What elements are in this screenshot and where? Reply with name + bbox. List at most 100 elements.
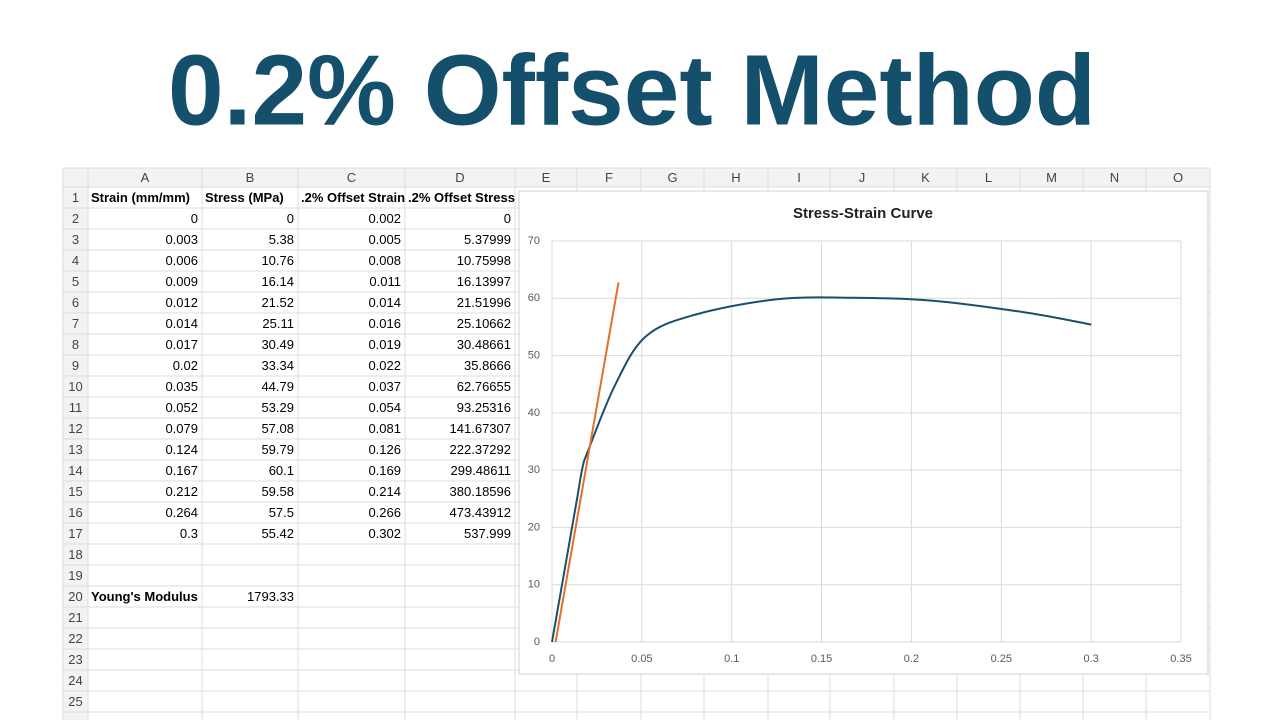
row-header: 24: [68, 673, 82, 688]
row-header: 11: [69, 400, 83, 415]
y-tick-label: 40: [528, 407, 540, 419]
cell-value: 0.006: [165, 253, 198, 268]
row-header: 6: [72, 295, 79, 310]
cell-value: 0: [191, 211, 198, 226]
cell-value: 0.02: [173, 358, 198, 373]
cell-value: 1793.33: [247, 589, 294, 604]
cell-value: 55.42: [261, 526, 294, 541]
cell-label: .2% Offset Strain: [301, 190, 405, 205]
cell-value: 57.5: [269, 505, 294, 520]
y-tick-label: 10: [528, 579, 540, 591]
row-header: 21: [68, 610, 82, 625]
x-tick-label: 0: [549, 653, 555, 665]
cell-value: 21.51996: [457, 295, 511, 310]
cell-value: 25.11: [262, 316, 294, 331]
cell-value: 30.49: [261, 337, 294, 352]
cell-value: 0.003: [165, 232, 198, 247]
column-header: F: [605, 170, 613, 185]
cell-value: 16.14: [261, 274, 294, 289]
row-header: 4: [72, 253, 79, 268]
cell-value: 30.48661: [457, 337, 511, 352]
row-header: 23: [68, 652, 82, 667]
row-header: 12: [68, 421, 82, 436]
cell-value: 0.169: [368, 463, 401, 478]
cell-value: 0.302: [368, 526, 401, 541]
series-line: [551, 296, 1092, 643]
column-header: A: [141, 170, 150, 185]
cell-value: 0.014: [165, 316, 198, 331]
y-tick-label: 60: [528, 292, 540, 304]
column-header: M: [1046, 170, 1057, 185]
cell-value: 10.76: [261, 253, 294, 268]
cell-value: 0.079: [165, 421, 198, 436]
column-header: K: [921, 170, 930, 185]
cell-value: 0: [504, 211, 511, 226]
column-header: E: [542, 170, 551, 185]
cell-value: 473.43912: [450, 505, 511, 520]
cell-value: 62.76655: [457, 379, 511, 394]
column-header-bar: [63, 168, 1210, 187]
x-tick-label: 0.05: [631, 653, 652, 665]
column-header: N: [1110, 170, 1119, 185]
cell-value: 299.48611: [451, 463, 512, 478]
row-header: 20: [68, 589, 82, 604]
cell-value: 0.012: [165, 295, 198, 310]
cell-value: 0.016: [368, 316, 401, 331]
cell-value: 0: [287, 211, 294, 226]
cell-value: 5.37999: [464, 232, 511, 247]
row-header: 1: [72, 190, 79, 205]
cell-value: 0.264: [165, 505, 198, 520]
column-header: J: [859, 170, 866, 185]
cell-label: Stress (MPa): [205, 190, 284, 205]
cell-value: 53.29: [261, 400, 294, 415]
cell-label: Strain (mm/mm): [91, 190, 190, 205]
column-header: O: [1173, 170, 1183, 185]
cell-value: 25.10662: [457, 316, 511, 331]
page-title: 0.2% Offset Method: [168, 34, 1096, 146]
cell-value: 60.1: [269, 463, 294, 478]
y-tick-label: 20: [528, 521, 540, 533]
cell-value: 0.008: [368, 253, 401, 268]
row-header: 15: [68, 484, 82, 499]
cell-value: 59.79: [261, 442, 294, 457]
x-tick-label: 0.2: [904, 653, 919, 665]
cell-value: 0.035: [165, 379, 198, 394]
cell-value: 0.005: [368, 232, 401, 247]
row-header: 2: [72, 211, 79, 226]
y-tick-label: 70: [528, 235, 540, 247]
x-tick-label: 0.15: [811, 653, 832, 665]
row-header: 8: [72, 337, 79, 352]
cell-label: .2% Offset Stress: [408, 190, 515, 205]
series-line: [554, 282, 620, 643]
chart-title: Stress-Strain Curve: [793, 205, 933, 222]
cell-value: 33.34: [261, 358, 294, 373]
column-header: G: [667, 170, 677, 185]
column-header: L: [985, 170, 992, 185]
column-header: H: [731, 170, 740, 185]
cell-value: 141.67307: [450, 421, 511, 436]
cell-value: 0.054: [368, 400, 401, 415]
cell-value: 380.18596: [450, 484, 511, 499]
y-tick-label: 50: [528, 349, 540, 361]
row-header: 14: [68, 463, 82, 478]
y-tick-label: 0: [534, 636, 540, 648]
cell-value: 0.052: [165, 400, 198, 415]
column-header: B: [246, 170, 255, 185]
cell-value: 0.214: [368, 484, 401, 499]
row-header: 3: [72, 232, 79, 247]
cell-value: 0.3: [180, 526, 198, 541]
cell-value: 0.009: [165, 274, 198, 289]
row-header: 19: [68, 568, 82, 583]
column-header: I: [797, 170, 801, 185]
row-header: 9: [72, 358, 79, 373]
cell-value: 57.08: [261, 421, 294, 436]
cell-value: 0.037: [368, 379, 401, 394]
row-header: 7: [72, 316, 79, 331]
x-tick-label: 0.35: [1170, 653, 1191, 665]
row-header: 10: [68, 379, 82, 394]
cell-value: 0.081: [368, 421, 401, 436]
y-tick-label: 30: [528, 464, 540, 476]
row-header: 22: [68, 631, 82, 646]
cell-value: 0.212: [165, 484, 198, 499]
cell-value: 93.25316: [457, 400, 511, 415]
